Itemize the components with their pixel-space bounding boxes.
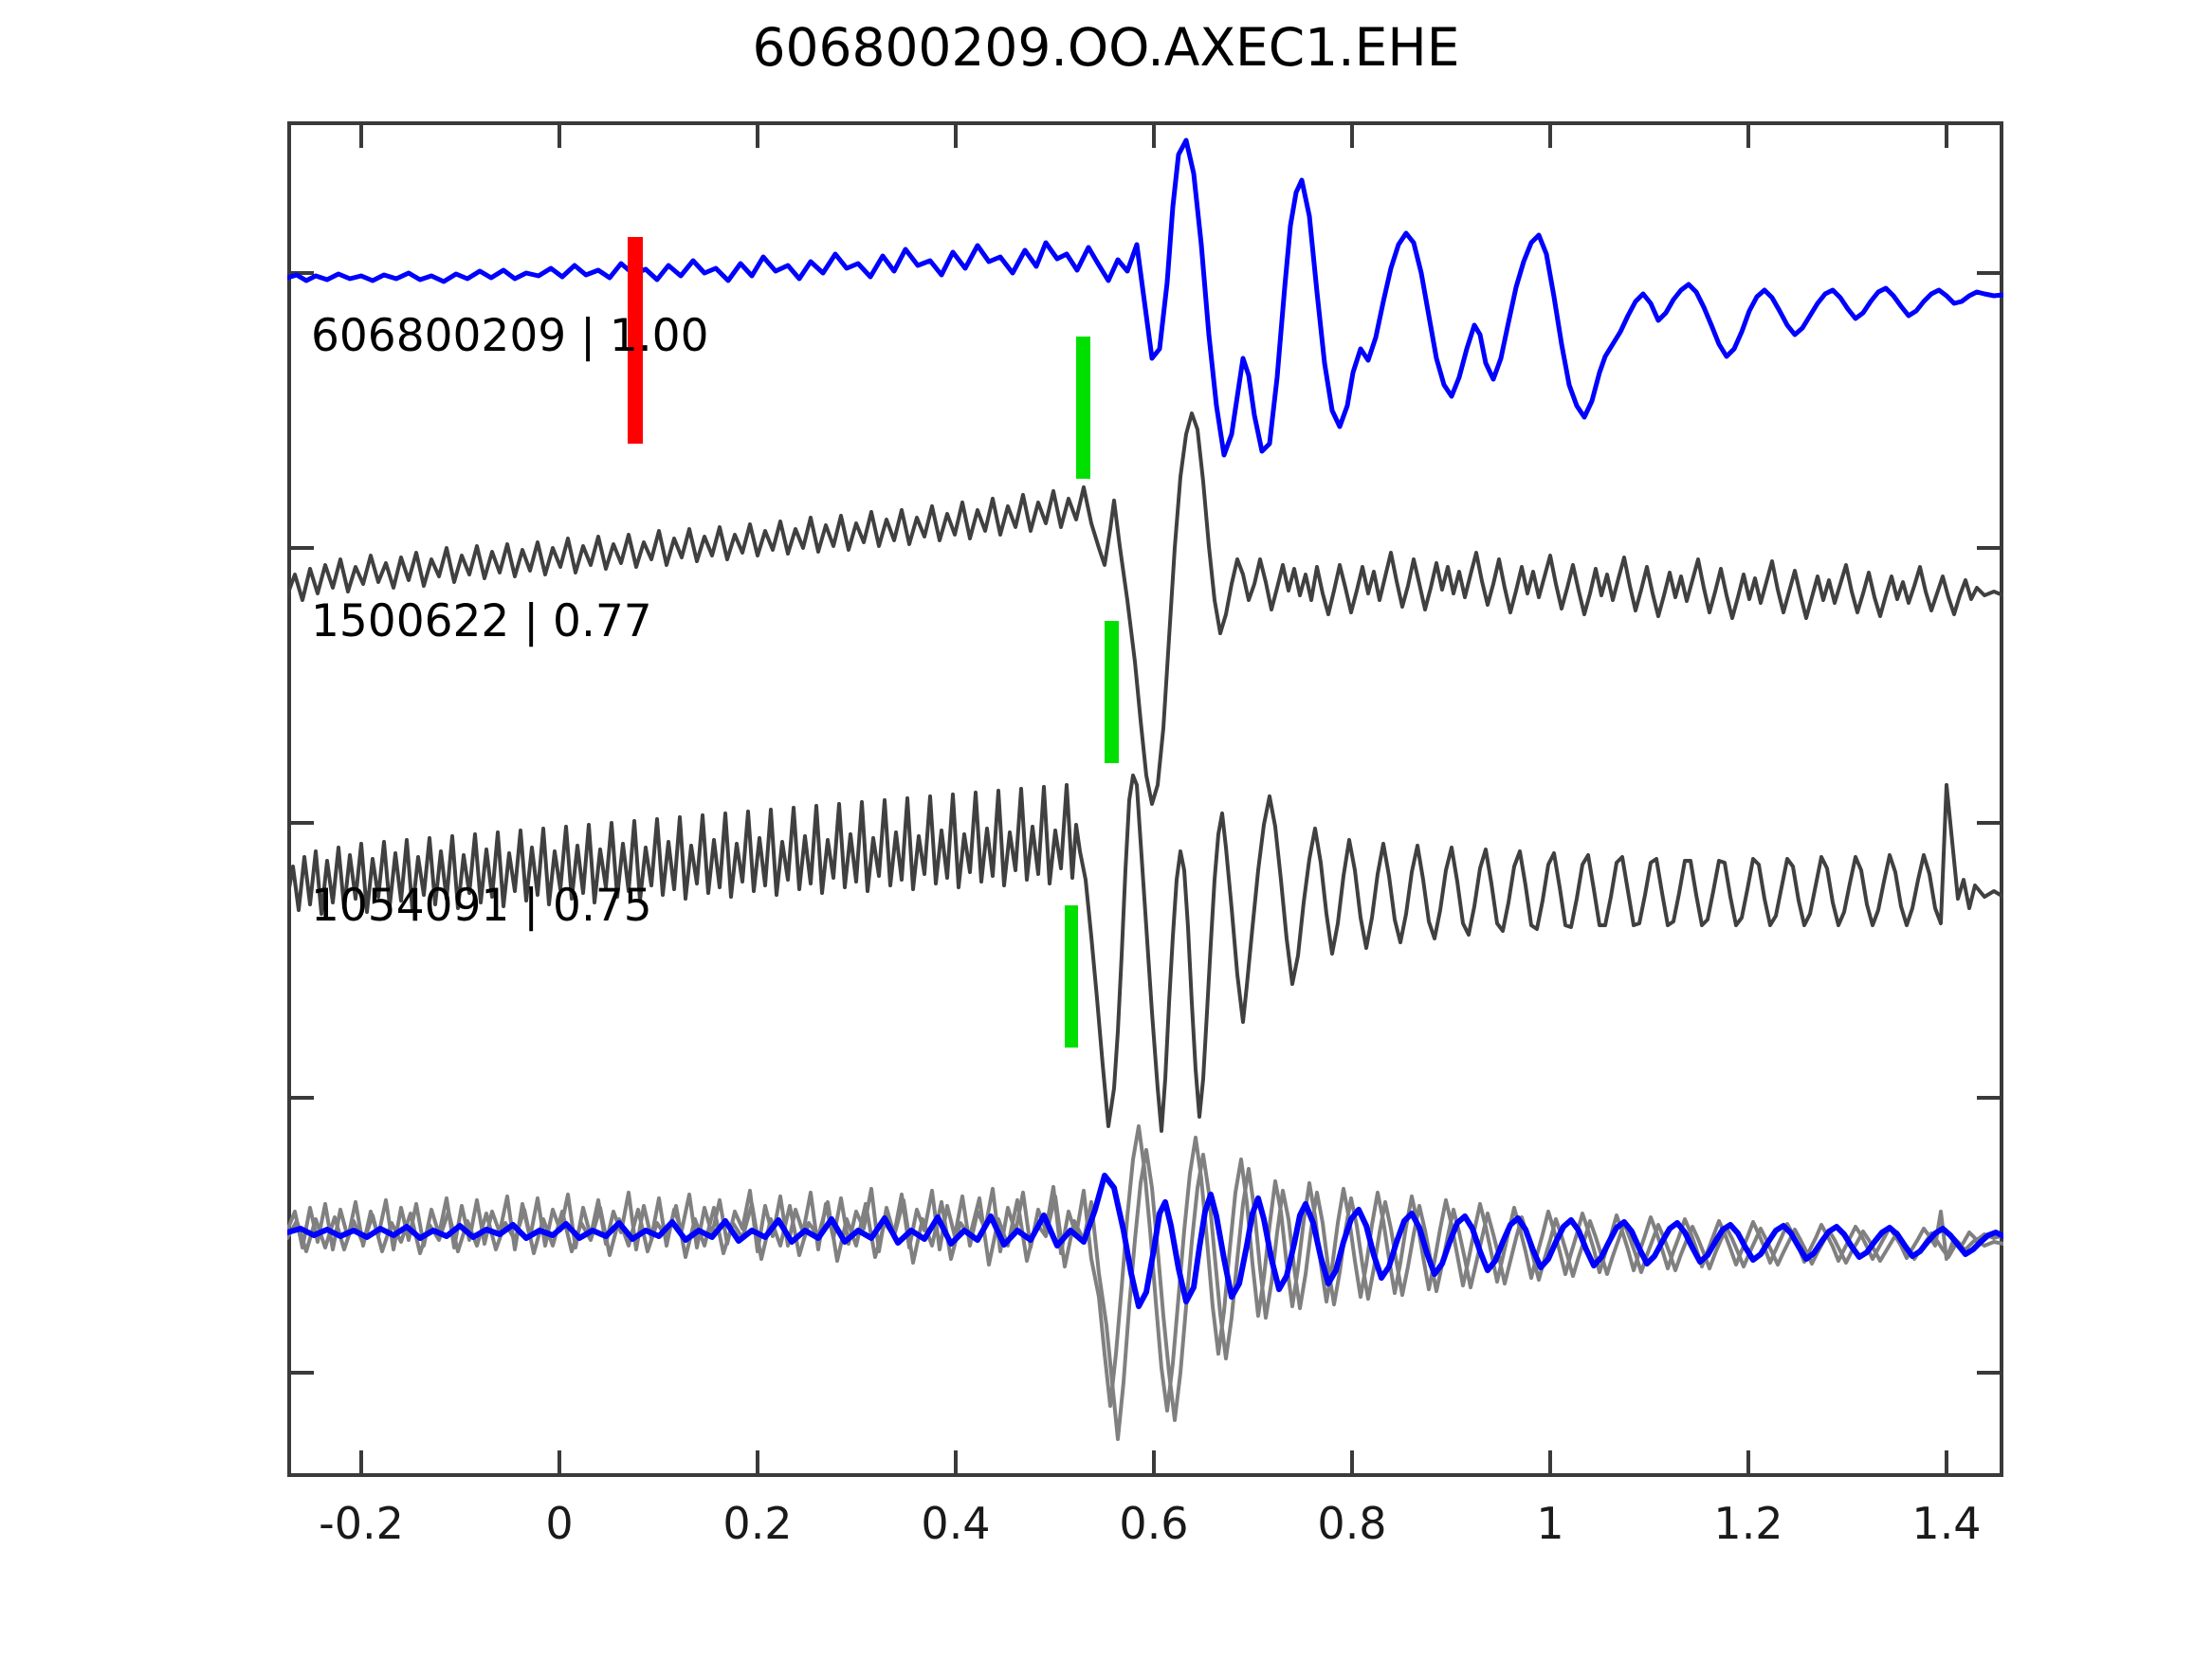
trace-606800209: [287, 137, 2003, 458]
xtick-1: 0: [545, 1498, 574, 1549]
waveform-plot: [287, 121, 2003, 1477]
trace-1054091: [287, 774, 2003, 1133]
pick-marker-s-row3: [1065, 905, 1078, 1048]
xtick-3: 0.4: [921, 1498, 991, 1549]
xtick-7: 1.2: [1713, 1498, 1783, 1549]
x-tick-marks: [359, 121, 1948, 1477]
xtick-5: 0.8: [1317, 1498, 1387, 1549]
xtick-8: 1.4: [1911, 1498, 1982, 1549]
pick-marker-s-row1: [1076, 337, 1090, 479]
trace-label-2: 1500622 | 0.77: [311, 595, 652, 647]
xtick-4: 0.6: [1119, 1498, 1189, 1549]
pick-marker-p-row1: [628, 237, 643, 444]
xtick-2: 0.2: [722, 1498, 793, 1549]
xtick-6: 1: [1536, 1498, 1564, 1549]
overlay-trace-gray-1: [287, 1124, 2003, 1413]
y-tick-marks: [287, 271, 2003, 1375]
trace-label-1: 606800209 | 1.00: [311, 310, 709, 362]
page-title: 606800209.OO.AXEC1.EHE: [752, 17, 1460, 78]
overlay-trace-gray-2: [287, 1148, 2003, 1441]
trace-label-3: 1054091 | 0.75: [311, 880, 652, 932]
overlay-trace-blue: [287, 1173, 2003, 1309]
trace-1500622: [287, 411, 2003, 806]
xtick-0: -0.2: [319, 1498, 404, 1549]
pick-marker-s-row2: [1105, 621, 1119, 763]
